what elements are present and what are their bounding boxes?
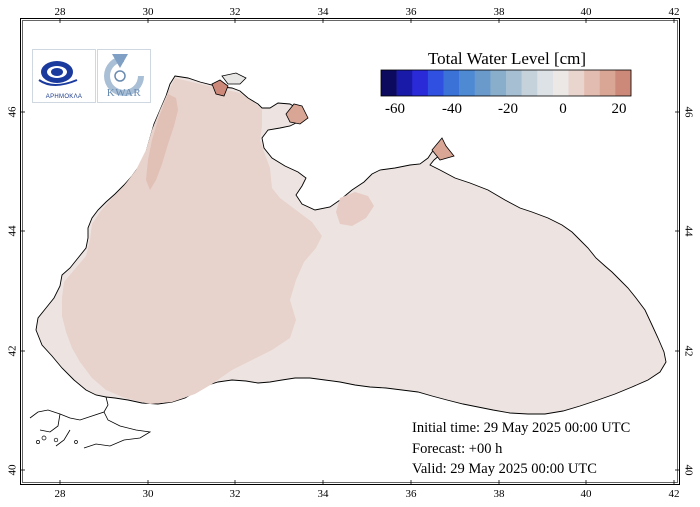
northern-lake xyxy=(221,72,247,85)
y-tick-label-left: 40 xyxy=(7,464,19,476)
x-tick-label-top: 28 xyxy=(55,6,67,18)
colorbar-swatch xyxy=(552,70,569,96)
colorbar-swatch xyxy=(584,70,601,96)
warm-anomaly-east xyxy=(336,192,374,226)
colorbar-swatch xyxy=(599,70,616,96)
colorbar-tick-label: 0 xyxy=(559,101,567,117)
map-frame xyxy=(20,18,680,485)
agency-logo-text: ΑΡΗΜΟΚΛΑ xyxy=(45,94,83,100)
colorbar-swatch xyxy=(537,70,554,96)
y-tick-label-left: 44 xyxy=(7,225,19,237)
forecast-hour-label: Forecast: +00 h xyxy=(412,441,503,457)
x-tick-label-top: 30 xyxy=(143,6,155,18)
x-tick-label-bottom: 32 xyxy=(230,488,241,500)
colorbar-swatch xyxy=(396,70,413,96)
eye-logo-icon xyxy=(38,61,78,86)
x-tick-label-bottom: 34 xyxy=(318,488,330,500)
x-tick-label-top: 36 xyxy=(406,6,418,18)
y-tick-label-left: 46 xyxy=(7,106,19,118)
x-tick-label-top: 34 xyxy=(318,6,330,18)
x-tick-label-bottom: 36 xyxy=(406,488,418,500)
colorbar-swatch xyxy=(443,70,460,96)
x-tick-label-bottom: 42 xyxy=(669,488,680,500)
colorbar-swatch xyxy=(568,70,585,96)
y-tick-label-right: 40 xyxy=(682,465,694,477)
colorbar-swatch xyxy=(412,70,429,96)
y-tick-label-right: 46 xyxy=(682,107,694,119)
colorbar-tick-label: -20 xyxy=(498,101,518,117)
x-tick-label-bottom: 28 xyxy=(55,488,67,500)
colorbar-border xyxy=(380,69,632,97)
island xyxy=(53,437,59,443)
warm-anomaly-shelf xyxy=(146,94,178,190)
legend-title: Total Water Level [cm] xyxy=(428,49,586,68)
colorbar-tick-label: -40 xyxy=(442,101,462,117)
map-inner-frame xyxy=(22,20,678,483)
colorbar-swatch xyxy=(490,70,507,96)
island xyxy=(74,440,78,444)
agency-logo: ΑΡΗΜΟΚΛΑ xyxy=(32,49,96,103)
x-tick-label-bottom: 38 xyxy=(494,488,506,500)
x-tick-label-top: 38 xyxy=(494,6,506,18)
colorbar-tick-label: 20 xyxy=(612,101,627,117)
colorbar-swatch xyxy=(521,70,538,96)
eastern-lagoon xyxy=(431,137,455,161)
island xyxy=(41,435,47,441)
dnieper-lagoon xyxy=(211,79,229,97)
y-tick-label-right: 44 xyxy=(682,226,694,238)
y-tick-label-left: 42 xyxy=(7,346,19,357)
colorbar-tick-label: -60 xyxy=(385,101,405,117)
colorbar-swatch xyxy=(381,70,397,96)
colorbar-swatch xyxy=(427,70,444,96)
valid-time-label: Valid: 29 May 2025 00:00 UTC xyxy=(412,461,597,477)
island xyxy=(36,440,40,444)
kwar-logo-text: KWAR xyxy=(106,87,142,99)
colorbar: -60 -40 -20 0 20 xyxy=(380,69,632,117)
marmara-coast xyxy=(29,396,152,449)
x-tick-label-top: 40 xyxy=(581,6,593,18)
colorbar-swatch xyxy=(474,70,491,96)
x-tick-label-top: 42 xyxy=(669,6,680,18)
x-tick-label-bottom: 30 xyxy=(143,488,155,500)
kwar-logo-icon xyxy=(104,54,144,96)
x-tick-label-bottom: 40 xyxy=(581,488,593,500)
azov-inlet xyxy=(285,103,309,125)
colorbar-swatch xyxy=(506,70,522,96)
kwar-logo: KWAR xyxy=(97,49,151,103)
x-tick-label-top: 32 xyxy=(230,6,241,18)
colorbar-swatch xyxy=(615,70,632,96)
y-tick-label-right: 42 xyxy=(682,346,694,357)
initial-time-label: Initial time: 29 May 2025 00:00 UTC xyxy=(412,420,631,436)
warm-anomaly-west xyxy=(62,78,322,404)
colorbar-swatch xyxy=(459,70,476,96)
